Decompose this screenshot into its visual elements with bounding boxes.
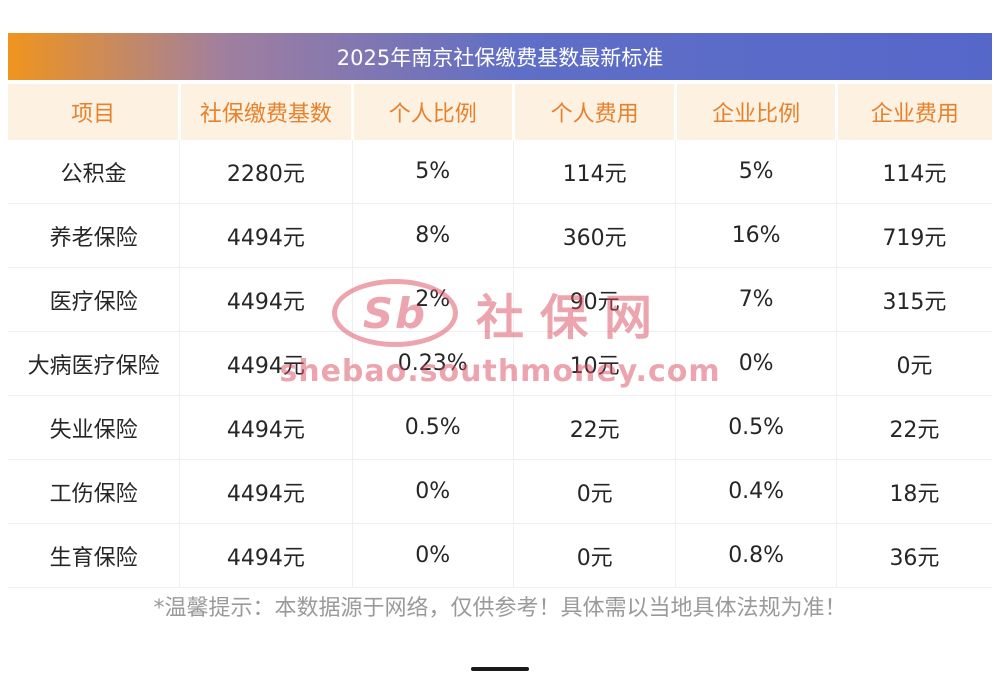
value-cell: 719元 (836, 203, 992, 268)
header-row: 项目 社保缴费基数 个人比例 个人费用 企业比例 企业费用 (8, 84, 992, 140)
value-cell: 0.4% (675, 459, 837, 524)
table-row: 生育保险 4494元 0% 0元 0.8% 36元 (8, 523, 992, 588)
table-row: 失业保险 4494元 0.5% 22元 0.5% 22元 (8, 395, 992, 460)
row-label-cell: 医疗保险 (8, 267, 181, 332)
column-header-1: 项目 (8, 84, 182, 140)
value-cell: 7% (675, 267, 837, 332)
row-label-cell: 公积金 (8, 140, 181, 204)
value-cell: 10元 (513, 331, 677, 396)
value-cell: 5% (675, 140, 837, 204)
value-cell: 0元 (513, 459, 677, 524)
table-row: 医疗保险 4494元 2% 90元 7% 315元 (8, 267, 992, 332)
column-header-5: 企业比例 (675, 84, 838, 140)
value-cell: 0% (675, 331, 837, 396)
value-cell: 4494元 (179, 267, 353, 332)
column-header-4: 个人费用 (513, 84, 678, 140)
value-cell: 4494元 (179, 459, 353, 524)
value-cell: 4494元 (179, 523, 353, 588)
value-cell: 0.5% (675, 395, 837, 460)
value-cell: 0% (352, 459, 514, 524)
value-cell: 16% (675, 203, 837, 268)
value-cell: 2280元 (179, 140, 353, 204)
row-label-cell: 生育保险 (8, 523, 181, 588)
table-container: 项目 社保缴费基数 个人比例 个人费用 企业比例 企业费用 公积金 2280元 5% 114元 5… (8, 84, 992, 588)
column-header-3: 个人比例 (352, 84, 515, 140)
value-cell: 4494元 (179, 203, 353, 268)
footer-note: *温馨提示：本数据源于网络，仅供参考！具体需以当地具体法规为准！ (153, 596, 847, 621)
value-cell: 22元 (836, 395, 992, 460)
value-cell: 0% (352, 523, 514, 588)
value-cell: 0.23% (352, 331, 514, 396)
table-row: 大病医疗保险 4494元 0.23% 10元 0% 0元 (8, 331, 992, 396)
value-cell: 2% (352, 267, 514, 332)
row-label-cell: 失业保险 (8, 395, 181, 460)
row-label-cell: 工伤保险 (8, 459, 181, 524)
value-cell: 5% (352, 140, 514, 204)
value-cell: 360元 (513, 203, 677, 268)
table-header: 项目 社保缴费基数 个人比例 个人费用 企业比例 企业费用 (8, 84, 992, 140)
value-cell: 22元 (513, 395, 677, 460)
value-cell: 0元 (513, 523, 677, 588)
row-label-cell: 大病医疗保险 (8, 331, 181, 396)
value-cell: 0.5% (352, 395, 514, 460)
value-cell: 36元 (836, 523, 992, 588)
value-cell: 315元 (836, 267, 992, 332)
social-insurance-table: 项目 社保缴费基数 个人比例 个人费用 企业比例 企业费用 公积金 2280元 5% 114元 5… (8, 84, 992, 588)
value-cell: 0.8% (675, 523, 837, 588)
value-cell: 4494元 (179, 331, 353, 396)
value-cell: 114元 (836, 140, 992, 204)
table-row: 工伤保险 4494元 0% 0元 0.4% 18元 (8, 459, 992, 524)
column-header-2: 社保缴费基数 (179, 84, 354, 140)
column-header-6: 企业费用 (836, 84, 992, 140)
row-label-cell: 养老保险 (8, 203, 181, 268)
table-body: 公积金 2280元 5% 114元 5% 114元 养老保险 4494元 8% 360元 16% 71… (8, 140, 992, 588)
page-title: 2025年南京社保缴费基数最新标准 (336, 45, 664, 70)
value-cell: 18元 (836, 459, 992, 524)
value-cell: 114元 (513, 140, 677, 204)
table-title-bar: 2025年南京社保缴费基数最新标准 (8, 33, 992, 80)
bottom-indicator-bar (471, 667, 529, 671)
table-row: 公积金 2280元 5% 114元 5% 114元 (8, 140, 992, 204)
value-cell: 0元 (836, 331, 992, 396)
value-cell: 90元 (513, 267, 677, 332)
value-cell: 4494元 (179, 395, 353, 460)
table-row: 养老保险 4494元 8% 360元 16% 719元 (8, 203, 992, 268)
value-cell: 8% (352, 203, 514, 268)
